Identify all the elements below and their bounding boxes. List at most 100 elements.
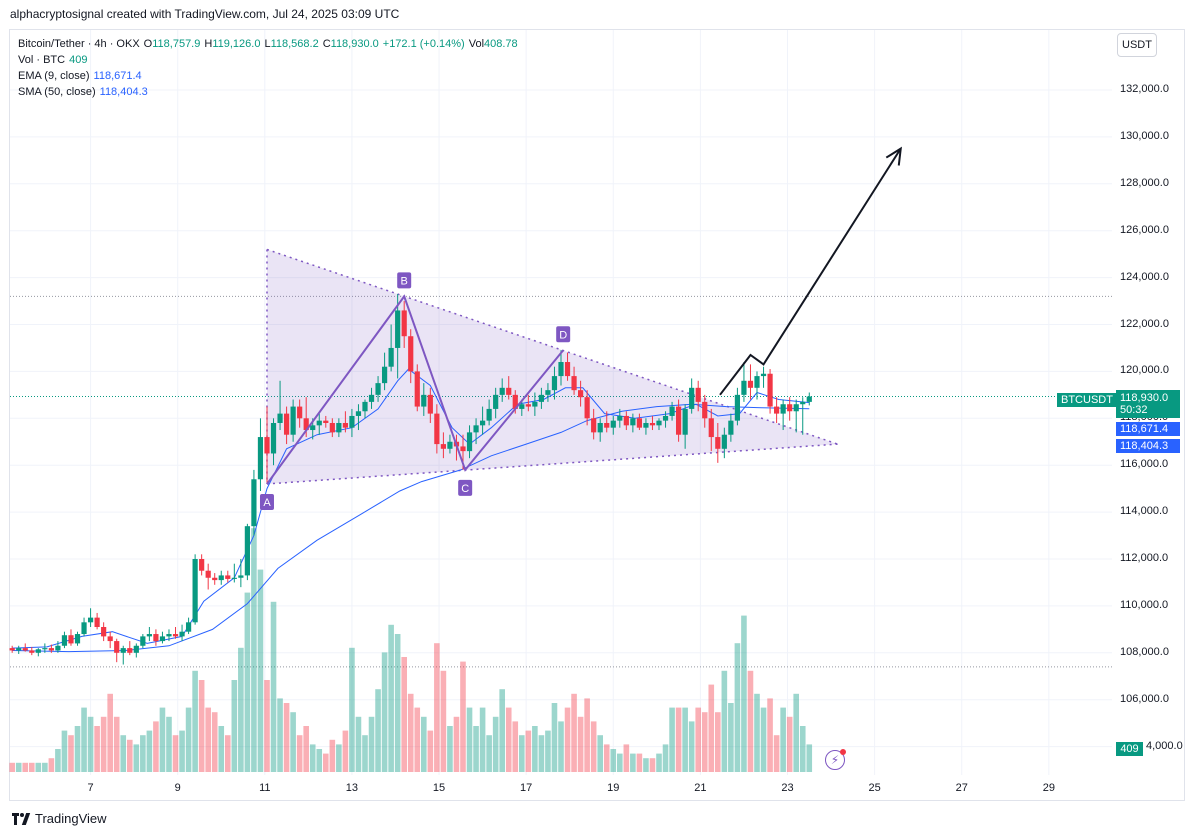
candle-body	[499, 387, 505, 395]
legend-vol-label: Vol	[468, 38, 485, 50]
candle-body	[172, 634, 179, 637]
legend-vol: 408.78	[484, 38, 518, 50]
candle-body	[630, 418, 636, 426]
ema-indicator-label[interactable]: EMA (9, close)	[18, 70, 90, 82]
volume-bar	[368, 716, 375, 772]
pattern-point-label: B	[401, 275, 408, 287]
price-tick-label: 128,000.0	[1120, 176, 1169, 189]
candle-body	[564, 362, 571, 377]
legend-low-label: L	[264, 38, 271, 50]
legend-high: 119,126.0	[212, 38, 261, 50]
volume-bar	[440, 670, 447, 772]
volume-indicator-label[interactable]: Vol · BTC	[18, 54, 66, 66]
triangle-upper-line	[266, 248, 838, 445]
ema-price-tag: 118,671.4	[1116, 422, 1180, 436]
pattern-point-label: D	[559, 329, 567, 341]
candle-body	[532, 401, 538, 407]
volume-bar	[107, 693, 113, 772]
candle-body	[571, 376, 577, 391]
ticker-tag: BTCUSDT	[1057, 393, 1117, 407]
time-tick-label: 25	[868, 782, 881, 794]
volume-bar	[460, 661, 466, 772]
candle-body	[303, 418, 309, 431]
sma-line	[12, 403, 810, 653]
price-tick-label: 108,000.0	[1120, 645, 1169, 658]
candle-body	[35, 649, 41, 653]
volume-bar	[610, 749, 617, 772]
candle-body	[290, 406, 296, 435]
volume-bar	[146, 730, 153, 772]
volume-bar	[701, 712, 708, 772]
bar-countdown: 50:32	[1120, 404, 1148, 416]
price-tick-label: 120,000.0	[1120, 364, 1169, 377]
tradingview-brand: TradingView	[35, 811, 107, 826]
volume-bar	[113, 716, 120, 772]
pattern-point-marker	[259, 493, 274, 510]
candle-body	[133, 645, 139, 653]
time-tick-label: 21	[694, 782, 707, 794]
volume-bar	[362, 735, 368, 772]
candle-body	[329, 422, 335, 433]
volume-bar	[81, 707, 87, 772]
volume-bar	[303, 726, 309, 772]
candle-body	[205, 570, 211, 578]
volume-indicator-value: 409	[69, 54, 88, 66]
candle-body	[512, 394, 518, 409]
volume-bar	[407, 693, 414, 772]
volume-bar	[264, 680, 270, 772]
candle-body	[656, 420, 662, 426]
volume-bar	[623, 744, 630, 772]
volume-bar	[643, 758, 649, 772]
candle-body	[414, 371, 420, 407]
candle-body	[212, 577, 218, 581]
price-tick-label: 106,000.0	[1120, 692, 1169, 705]
tradingview-footer[interactable]: TradingView	[12, 811, 107, 826]
currency-button[interactable]: USDT	[1117, 33, 1157, 57]
volume-bar	[558, 721, 564, 772]
candle-body	[55, 645, 61, 651]
candle-body	[395, 310, 401, 348]
price-tick-label: 124,000.0	[1120, 270, 1169, 283]
volume-bar	[414, 707, 421, 772]
volume-bar	[296, 735, 303, 772]
time-tick-label: 11	[259, 782, 271, 794]
volume-bar	[656, 753, 662, 772]
volume-bar	[617, 753, 623, 772]
candle-body	[114, 641, 120, 653]
legend-change: +172.1 (+0.14%)	[382, 38, 465, 50]
candle-body	[349, 415, 355, 428]
chart-legend: Bitcoin/Tether · 4h · OKX O118,757.9 H119,…	[18, 36, 518, 100]
volume-bar	[172, 735, 179, 772]
candle-body	[42, 648, 48, 650]
volume-bar	[786, 716, 793, 772]
candle-body	[741, 380, 747, 395]
sma-indicator-label[interactable]: SMA (50, close)	[18, 86, 96, 98]
volume-bar	[48, 758, 55, 772]
volume-bar	[100, 716, 107, 772]
volume-bar	[290, 712, 296, 772]
candle-body	[355, 411, 362, 416]
notification-dot	[840, 749, 846, 755]
volume-bar	[355, 716, 362, 772]
volume-bar	[584, 698, 590, 772]
pattern-point-label: C	[461, 483, 469, 495]
volume-bar	[166, 716, 172, 772]
candle-body	[525, 404, 531, 407]
candle-body	[270, 422, 277, 454]
volume-bar	[466, 707, 473, 772]
lightning-icon[interactable]: ⚡	[825, 750, 845, 770]
volume-bar	[68, 735, 74, 772]
legend-symbol[interactable]: Bitcoin/Tether · 4h · OKX	[18, 38, 140, 50]
price-tick-label: 114,000.0	[1120, 505, 1169, 518]
candle-body	[636, 418, 643, 428]
price-tick-label: 112,000.0	[1120, 552, 1169, 564]
volume-bar	[224, 735, 231, 772]
candle-body	[767, 373, 773, 407]
last-price-tag: 118,930.0 50:32	[1116, 390, 1180, 418]
volume-bar	[394, 634, 401, 772]
volume-bar	[133, 744, 140, 772]
volume-bar	[767, 698, 773, 772]
candle-body	[806, 396, 812, 402]
volume-bar	[349, 647, 355, 772]
